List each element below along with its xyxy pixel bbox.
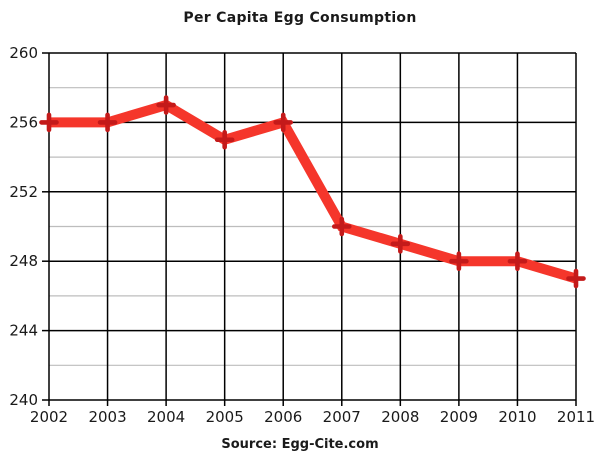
data-point-marker xyxy=(390,234,411,254)
y-tick-label: 256 xyxy=(9,113,38,131)
data-point-marker xyxy=(449,251,469,271)
data-point-marker xyxy=(331,216,352,237)
data-point-marker xyxy=(214,129,235,150)
x-tick-label: 2009 xyxy=(440,408,478,426)
source-caption: Source: Egg-Cite.com xyxy=(221,437,379,452)
x-tick-label: 2006 xyxy=(264,408,302,426)
data-point-marker xyxy=(566,268,586,289)
y-tick-label: 240 xyxy=(9,391,38,409)
y-tick-label: 252 xyxy=(9,183,38,201)
x-tick-label: 2002 xyxy=(30,408,68,426)
series-line xyxy=(49,99,578,284)
data-point-marker xyxy=(39,112,59,133)
data-point-marker xyxy=(507,251,528,271)
x-tick-label: 2003 xyxy=(88,408,126,426)
x-tick-label: 2010 xyxy=(498,408,536,426)
x-tick-label: 2005 xyxy=(206,408,244,426)
data-point-marker xyxy=(156,95,176,115)
chart-title: Per Capita Egg Consumption xyxy=(183,10,417,26)
data-point-marker xyxy=(97,112,118,133)
y-tick-label: 244 xyxy=(9,322,38,340)
x-tick-label: 2007 xyxy=(323,408,361,426)
data-point-marker xyxy=(273,112,294,133)
x-tick-label: 2004 xyxy=(147,408,185,426)
x-tick-label: 2011 xyxy=(557,408,595,426)
y-tick-label: 260 xyxy=(9,44,38,62)
x-tick-label: 2008 xyxy=(381,408,419,426)
y-tick-label: 248 xyxy=(9,252,38,270)
